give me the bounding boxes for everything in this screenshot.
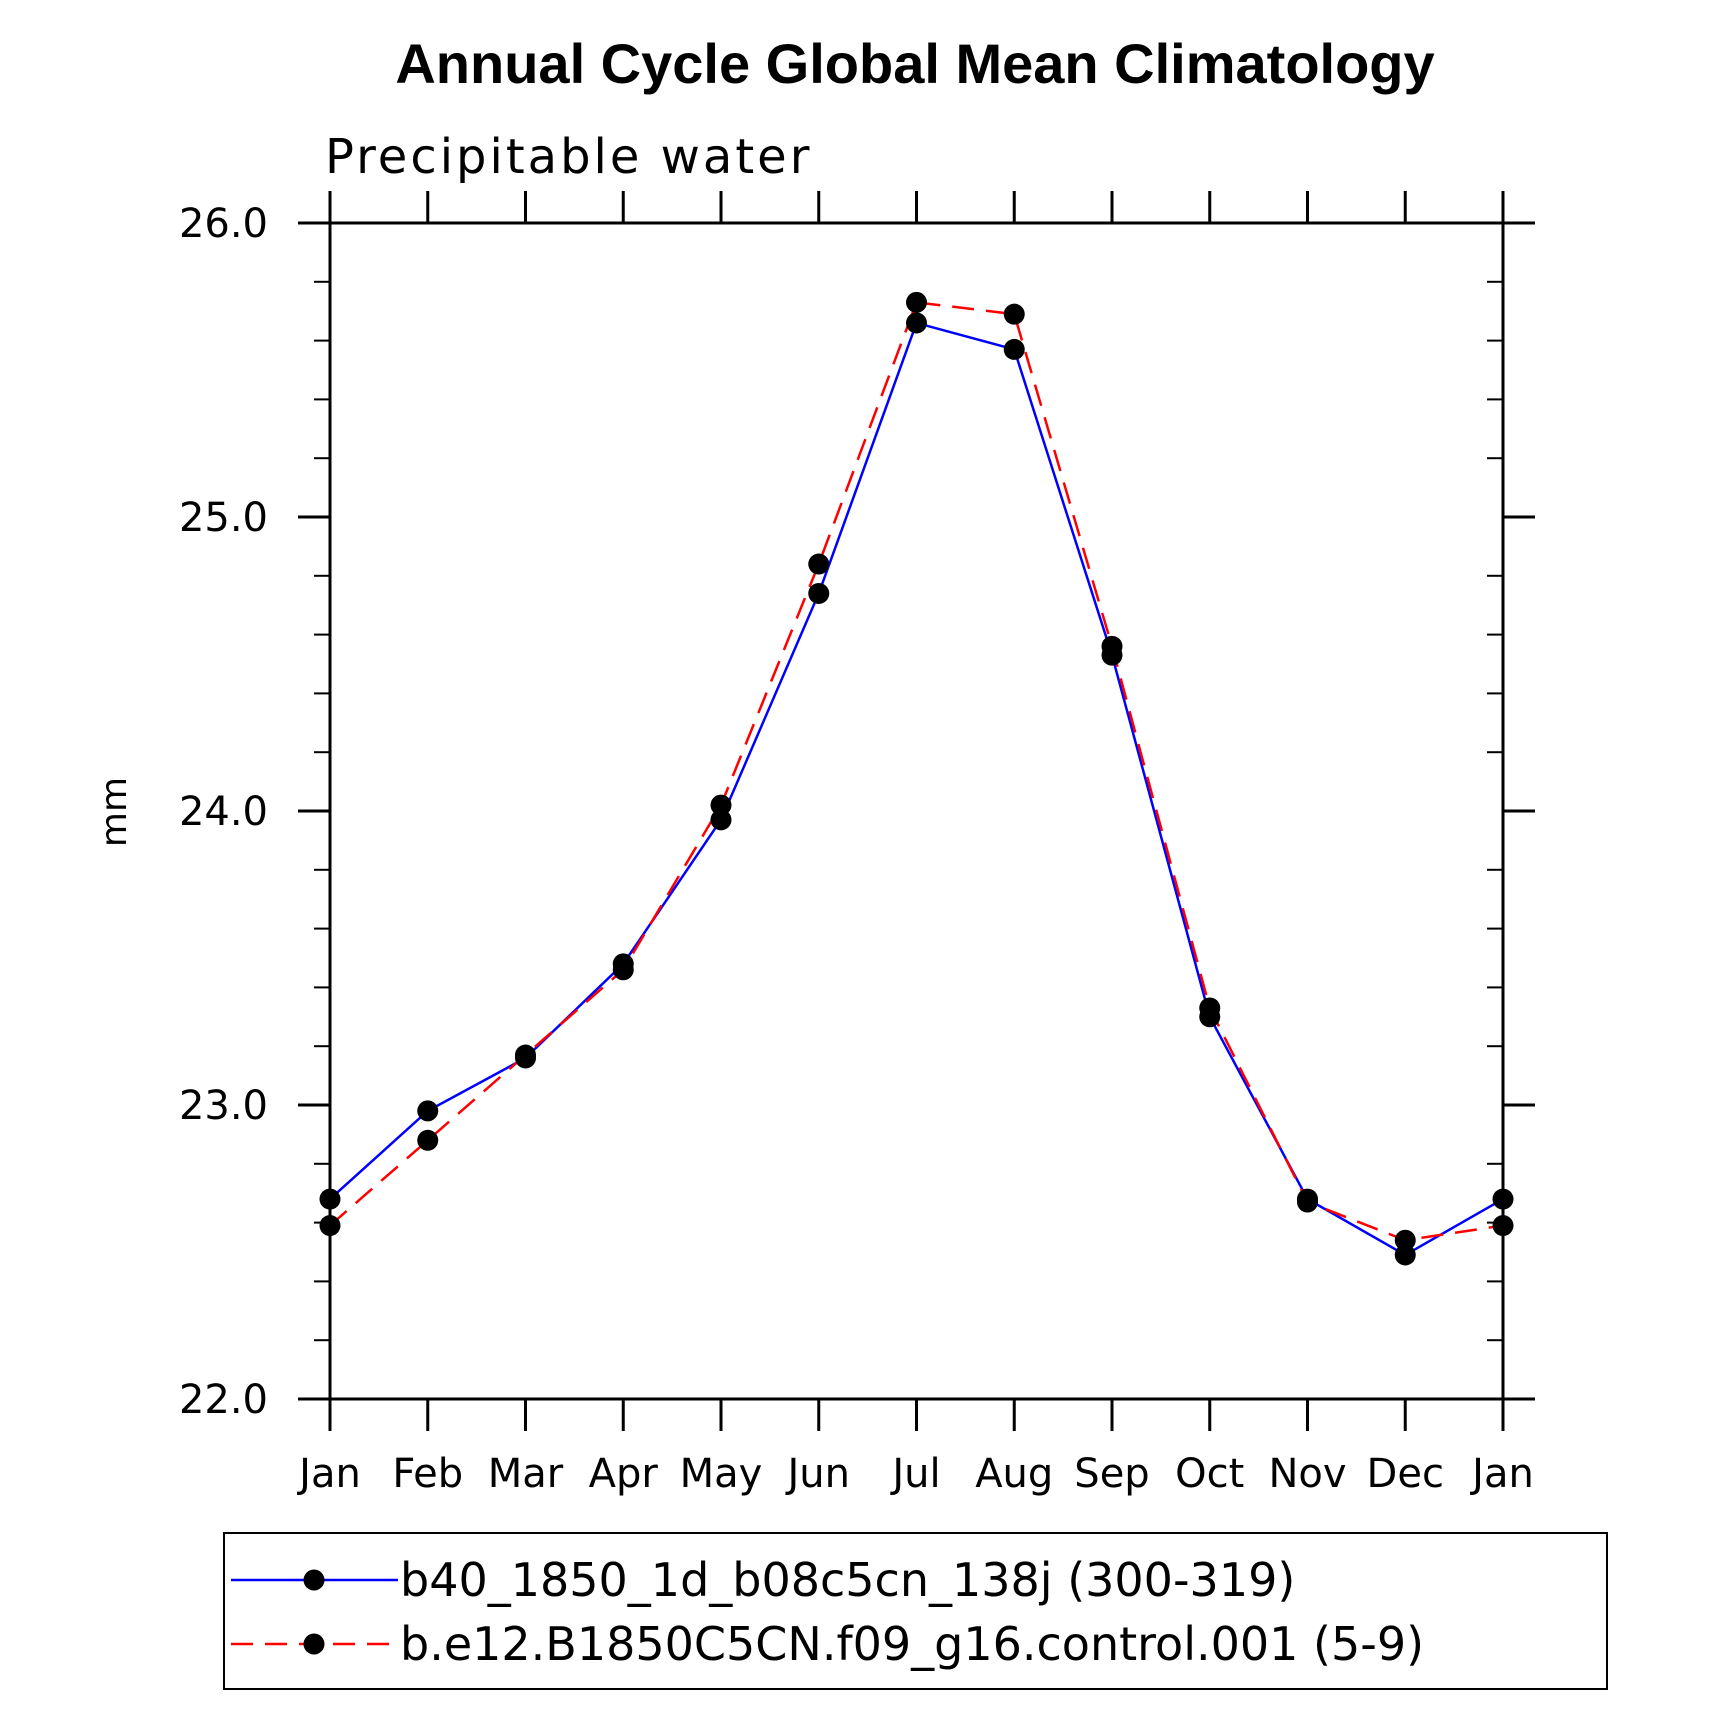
x-tick-label: Mar [488, 1451, 564, 1497]
data-point-1 [906, 312, 927, 334]
x-tick-label: Jan [1469, 1451, 1534, 1497]
legend: b40_1850_1d_b08c5cn_138j (300-319) b.e12.… [223, 1532, 1608, 1690]
data-point-2 [808, 553, 830, 575]
data-point-2 [906, 291, 927, 313]
x-axis: Jan Feb Mar Apr May Jun Jul Aug Sep Oct Nov Dec Jan [296, 1451, 1534, 1497]
legend-label-2: b.e12.B1850C5CN.f09_g16.control.001 (5-9… [400, 1617, 1424, 1671]
chart-title: Annual Cycle Global Mean Climatology [395, 32, 1434, 95]
data-point-1 [1003, 338, 1025, 360]
series-layer [319, 291, 1514, 1266]
y-tick-label: 26.0 [179, 201, 268, 247]
legend-marker-2 [303, 1633, 325, 1655]
axis-ticks [298, 191, 1535, 1431]
series-line-2 [329, 301, 1504, 1242]
data-point-2 [1394, 1229, 1416, 1251]
data-point-2 [1199, 997, 1221, 1019]
data-point-2 [1003, 303, 1025, 325]
data-point-1 [417, 1100, 439, 1122]
y-axis-label: mm [94, 777, 135, 847]
legend-marker-1 [303, 1569, 325, 1591]
series-line-1 [329, 321, 1504, 1257]
x-tick-label: Nov [1268, 1451, 1346, 1497]
y-axis: 22.0 23.0 24.0 25.0 26.0 [179, 201, 268, 1423]
legend-label-1: b40_1850_1d_b08c5cn_138j (300-319) [400, 1553, 1295, 1607]
chart-subtitle: Precipitable water [325, 129, 812, 185]
data-point-2 [1492, 1215, 1514, 1237]
x-tick-label: Feb [392, 1451, 463, 1497]
data-point-1 [1492, 1188, 1514, 1210]
x-tick-label: Sep [1074, 1451, 1149, 1497]
plot-frame [328, 221, 1505, 1401]
x-tick-label: Jun [785, 1451, 851, 1497]
y-tick-label: 25.0 [179, 495, 268, 541]
data-point-2 [417, 1129, 439, 1151]
y-tick-label: 23.0 [179, 1083, 268, 1129]
data-point-2 [710, 794, 732, 816]
x-tick-label: Jan [296, 1451, 361, 1497]
x-tick-label: Aug [975, 1451, 1053, 1497]
data-point-2 [612, 959, 634, 981]
y-tick-label: 22.0 [179, 1377, 268, 1423]
data-point-1 [808, 582, 830, 604]
x-tick-label: Dec [1367, 1451, 1444, 1497]
data-point-2 [1101, 635, 1123, 657]
data-point-1 [319, 1188, 341, 1210]
x-tick-label: Jul [889, 1451, 940, 1497]
y-tick-label: 24.0 [179, 789, 268, 835]
data-point-1 [710, 809, 732, 831]
x-tick-label: May [680, 1451, 763, 1497]
data-point-2 [1297, 1191, 1318, 1213]
data-point-2 [319, 1215, 341, 1237]
x-tick-label: Apr [589, 1451, 659, 1497]
x-tick-label: Oct [1175, 1451, 1244, 1497]
data-point-2 [515, 1044, 536, 1066]
data-point-1 [1394, 1244, 1416, 1266]
